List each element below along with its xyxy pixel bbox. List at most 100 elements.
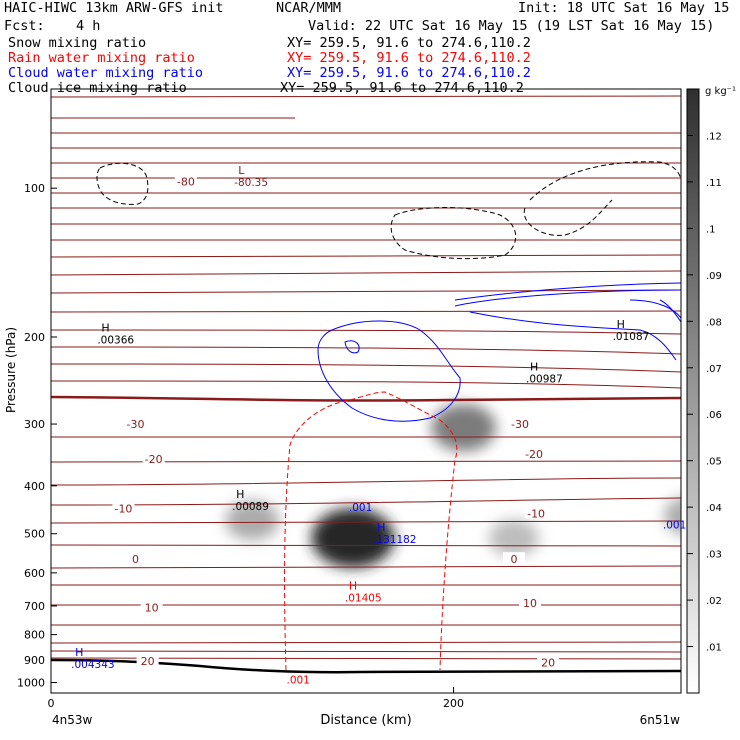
freezing-level-line <box>50 395 682 402</box>
extremum-marker: H <box>101 321 109 334</box>
colorbar-tick-label: .04 <box>706 503 722 514</box>
y-tick-label: 700 <box>24 600 45 613</box>
contour-label: .001 <box>349 502 372 514</box>
temperature-label: -20 <box>525 448 543 461</box>
snow-shading-blob <box>664 497 681 535</box>
temperature-label: 20 <box>541 656 555 669</box>
colorbar <box>686 88 700 694</box>
snow-shading-blob <box>431 403 497 452</box>
fcst-value: 4 h <box>76 18 101 34</box>
extremum-marker: H <box>236 488 244 501</box>
colorbar-tick-label: .12 <box>706 131 722 142</box>
snow-shading-blob <box>488 519 540 557</box>
field-name-cloud-ice: Cloud ice mixing ratio <box>8 80 187 96</box>
temperature-label-bg <box>523 447 546 460</box>
extremum-marker: L <box>238 164 245 177</box>
field-xy-rain: XY= 259.5, 91.6 to 274.6,110.2 <box>287 50 531 66</box>
extremum-marker: H <box>617 318 625 331</box>
extremum-value: .00366 <box>97 334 134 346</box>
colorbar-tick-label: .1 <box>706 224 716 235</box>
field-xy-snow: XY= 259.5, 91.6 to 274.6,110.2 <box>287 35 531 51</box>
extremum-value: .00987 <box>526 374 563 386</box>
y-tick-label: 500 <box>24 528 45 541</box>
temperature-label-bg <box>124 552 147 565</box>
field-name-rain: Rain water mixing ratio <box>8 50 195 66</box>
extremum-value: .00089 <box>232 501 269 513</box>
shading-layer <box>225 403 681 568</box>
temperature-label: -80 <box>177 176 195 189</box>
colorbar-tick-label: .09 <box>706 271 722 282</box>
temperature-label-bg <box>124 417 147 430</box>
y-tick-label: 900 <box>24 654 45 667</box>
fcst-label: Fcst: <box>4 18 45 34</box>
temperature-label: 0 <box>510 553 517 566</box>
temperature-label-bg <box>502 552 525 565</box>
extremum-value: .131182 <box>373 534 416 546</box>
extremum-value: .004343 <box>71 659 114 671</box>
field-name-cloud-water: Cloud water mixing ratio <box>8 65 204 81</box>
extremum-value: .01405 <box>345 593 382 605</box>
temperature-label: -10 <box>114 503 132 516</box>
temperature-label: -30 <box>511 418 529 431</box>
temperature-label-bg <box>525 506 548 519</box>
temperature-label: 20 <box>141 655 155 668</box>
snow-shading-blob <box>225 500 280 541</box>
extremum-marker: H <box>377 521 385 534</box>
colorbar-tick-label: .06 <box>706 410 722 421</box>
y-tick-label: 300 <box>24 418 45 431</box>
temperature-label: 0 <box>132 553 139 566</box>
x-axis: 0 200 <box>48 687 464 710</box>
field-xy-cloud-ice: XY= 259.5, 91.6 to 274.6,110.2 <box>280 80 524 96</box>
temperature-label-bg <box>519 595 542 608</box>
center-label: NCAR/MMM <box>276 0 342 16</box>
y-axis: 100 200 300 400 500 600 700 800 900 1000 <box>17 182 57 690</box>
extremum-marker: H <box>530 361 538 374</box>
extremum-value: .01087 <box>613 331 650 343</box>
temperature-label-bg <box>508 417 531 430</box>
model-title: HAIC-HIWC 13km ARW-GFS init <box>4 0 224 16</box>
temperature-label-bg <box>140 600 163 613</box>
temperature-label: -30 <box>127 418 145 431</box>
cloud-ice-contours <box>96 161 681 260</box>
init-time: Init: 18 UTC Sat 16 May 15 <box>518 0 730 16</box>
contour-label: .001 <box>663 520 686 532</box>
y-tick-label: 600 <box>24 567 45 580</box>
temperature-label: 10 <box>523 597 537 610</box>
y-tick-label: 200 <box>24 331 45 344</box>
colorbar-tick-label: .05 <box>706 457 722 468</box>
x-axis-label: Distance (km) <box>320 713 411 728</box>
field-xy-cloud-water: XY= 259.5, 91.6 to 274.6,110.2 <box>287 65 531 81</box>
y-tick-label: 1000 <box>17 677 45 690</box>
temperature-label-bg <box>537 655 560 668</box>
contour-label: .001 <box>286 675 309 687</box>
y-axis-label: Pressure (hPa) <box>4 327 18 413</box>
extremum-marker: H <box>349 580 357 593</box>
colorbar-tick-label: .02 <box>706 596 722 607</box>
rain-water-contours <box>284 391 458 671</box>
temperature-label-bg <box>136 654 159 667</box>
isentropes <box>51 95 681 660</box>
y-tick-label: 100 <box>24 182 45 195</box>
extremum-value: -80.35 <box>234 177 268 189</box>
snow-shading-blob <box>311 508 395 568</box>
colorbar-ticks: .01 .02 .03 .04 .05 .06 .07 .08 .09 .1 .11 .12 <box>687 131 722 654</box>
field-name-snow: Snow mixing ratio <box>8 35 147 51</box>
temperature-label: -10 <box>527 507 545 520</box>
cloud-water-contours <box>317 282 681 422</box>
colorbar-tick-label: .03 <box>706 550 722 561</box>
colorbar-tick-label: .01 <box>706 643 722 654</box>
temperature-label: 10 <box>145 601 159 614</box>
y-tick-label: 800 <box>24 629 45 642</box>
temperature-label: -20 <box>145 453 163 466</box>
temperature-label-bg <box>112 501 135 514</box>
plot-frame <box>50 88 682 694</box>
chart-labels: -80 -30 -30 -20 -20 -10 -10 0 0 10 10 20 20 L-80.35 H.… <box>71 164 686 687</box>
valid-time: Valid: 22 UTC Sat 16 May 15 (19 LST Sat … <box>308 18 715 34</box>
colorbar-tick-label: .11 <box>706 178 722 189</box>
x-tick-label: 200 <box>443 697 464 710</box>
right-endpoint: 6n51w <box>640 713 681 727</box>
colorbar-tick-label: .08 <box>706 317 722 328</box>
extremum-marker: H <box>75 646 83 659</box>
colorbar-tick-label: .07 <box>706 364 722 375</box>
